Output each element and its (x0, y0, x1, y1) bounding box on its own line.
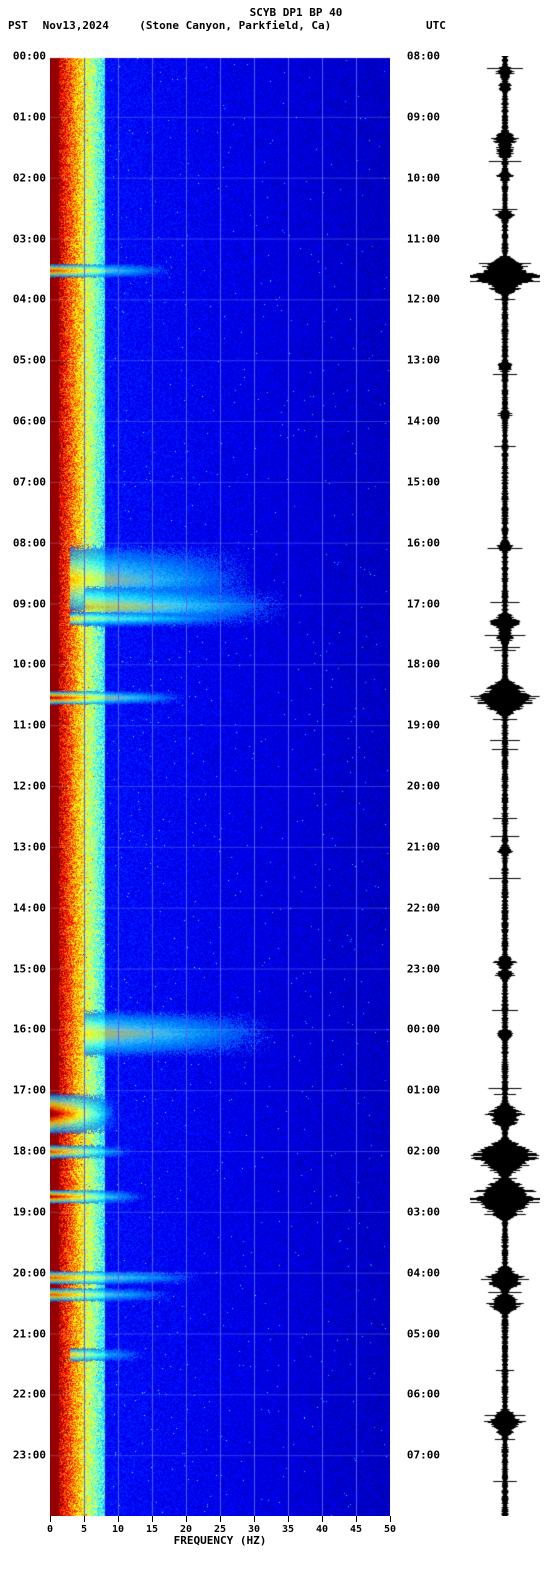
frequency-axis: FREQUENCY (HZ) 05101520253035404550 (50, 1516, 390, 1556)
x-tick-label: 20 (180, 1524, 192, 1535)
pst-tick: 05:00 (13, 354, 46, 367)
pst-tick: 01:00 (13, 110, 46, 123)
pst-tick: 23:00 (13, 1449, 46, 1462)
pst-axis: 00:0001:0002:0003:0004:0005:0006:0007:00… (2, 56, 46, 1516)
x-tick-label: 10 (112, 1524, 124, 1535)
pst-tick: 10:00 (13, 658, 46, 671)
x-tick-label: 35 (282, 1524, 294, 1535)
x-tick-label: 25 (214, 1524, 226, 1535)
utc-tick: 13:00 (407, 354, 440, 367)
x-tick (390, 1516, 391, 1522)
pst-tick: 12:00 (13, 780, 46, 793)
x-tick (118, 1516, 119, 1522)
x-tick (322, 1516, 323, 1522)
pst-tick: 08:00 (13, 536, 46, 549)
waveform (470, 56, 540, 1516)
utc-tick: 22:00 (407, 901, 440, 914)
utc-header: UTC (406, 19, 446, 32)
pst-tick: 06:00 (13, 415, 46, 428)
pst-tick: 21:00 (13, 1327, 46, 1340)
utc-tick: 01:00 (407, 1084, 440, 1097)
utc-tick: 19:00 (407, 719, 440, 732)
x-tick (220, 1516, 221, 1522)
station-id: SCYB DP1 BP 40 (40, 6, 552, 19)
utc-tick: 18:00 (407, 658, 440, 671)
header: SCYB DP1 BP 40 PST Nov13,2024 (Stone Can… (0, 6, 552, 32)
x-tick (254, 1516, 255, 1522)
x-tick (356, 1516, 357, 1522)
pst-tick: 20:00 (13, 1266, 46, 1279)
x-tick-label: 45 (350, 1524, 362, 1535)
x-tick (50, 1516, 51, 1522)
pst-tick: 00:00 (13, 50, 46, 63)
x-tick-label: 0 (47, 1524, 53, 1535)
pst-tick: 02:00 (13, 171, 46, 184)
utc-tick: 11:00 (407, 232, 440, 245)
utc-tick: 20:00 (407, 780, 440, 793)
utc-tick: 10:00 (407, 171, 440, 184)
x-tick-label: 40 (316, 1524, 328, 1535)
x-tick-label: 5 (81, 1524, 87, 1535)
utc-tick: 08:00 (407, 50, 440, 63)
utc-tick: 03:00 (407, 1205, 440, 1218)
utc-tick: 14:00 (407, 415, 440, 428)
utc-tick: 02:00 (407, 1145, 440, 1158)
pst-tick: 18:00 (13, 1145, 46, 1158)
utc-tick: 05:00 (407, 1327, 440, 1340)
x-tick (152, 1516, 153, 1522)
pst-tick: 22:00 (13, 1388, 46, 1401)
pst-tick: 13:00 (13, 840, 46, 853)
x-tick-label: 30 (248, 1524, 260, 1535)
pst-tick: 07:00 (13, 475, 46, 488)
utc-tick: 06:00 (407, 1388, 440, 1401)
utc-tick: 23:00 (407, 962, 440, 975)
pst-header: PST (8, 19, 36, 32)
location: (Stone Canyon, Parkfield, Ca) (139, 19, 399, 32)
pst-tick: 04:00 (13, 293, 46, 306)
pst-tick: 15:00 (13, 962, 46, 975)
x-tick (84, 1516, 85, 1522)
pst-tick: 03:00 (13, 232, 46, 245)
x-axis-title: FREQUENCY (HZ) (50, 1534, 390, 1547)
pst-tick: 11:00 (13, 719, 46, 732)
x-tick (186, 1516, 187, 1522)
utc-axis: 08:0009:0010:0011:0012:0013:0014:0015:00… (400, 56, 440, 1516)
spectrogram (50, 56, 390, 1516)
utc-tick: 09:00 (407, 110, 440, 123)
utc-tick: 16:00 (407, 536, 440, 549)
utc-tick: 04:00 (407, 1266, 440, 1279)
utc-tick: 12:00 (407, 293, 440, 306)
utc-tick: 07:00 (407, 1449, 440, 1462)
utc-tick: 17:00 (407, 597, 440, 610)
pst-tick: 14:00 (13, 901, 46, 914)
x-tick (288, 1516, 289, 1522)
date: Nov13,2024 (43, 19, 133, 32)
pst-tick: 19:00 (13, 1205, 46, 1218)
utc-tick: 21:00 (407, 840, 440, 853)
utc-tick: 15:00 (407, 475, 440, 488)
pst-tick: 09:00 (13, 597, 46, 610)
utc-tick: 00:00 (407, 1023, 440, 1036)
x-tick-label: 50 (384, 1524, 396, 1535)
pst-tick: 16:00 (13, 1023, 46, 1036)
pst-tick: 17:00 (13, 1084, 46, 1097)
x-tick-label: 15 (146, 1524, 158, 1535)
